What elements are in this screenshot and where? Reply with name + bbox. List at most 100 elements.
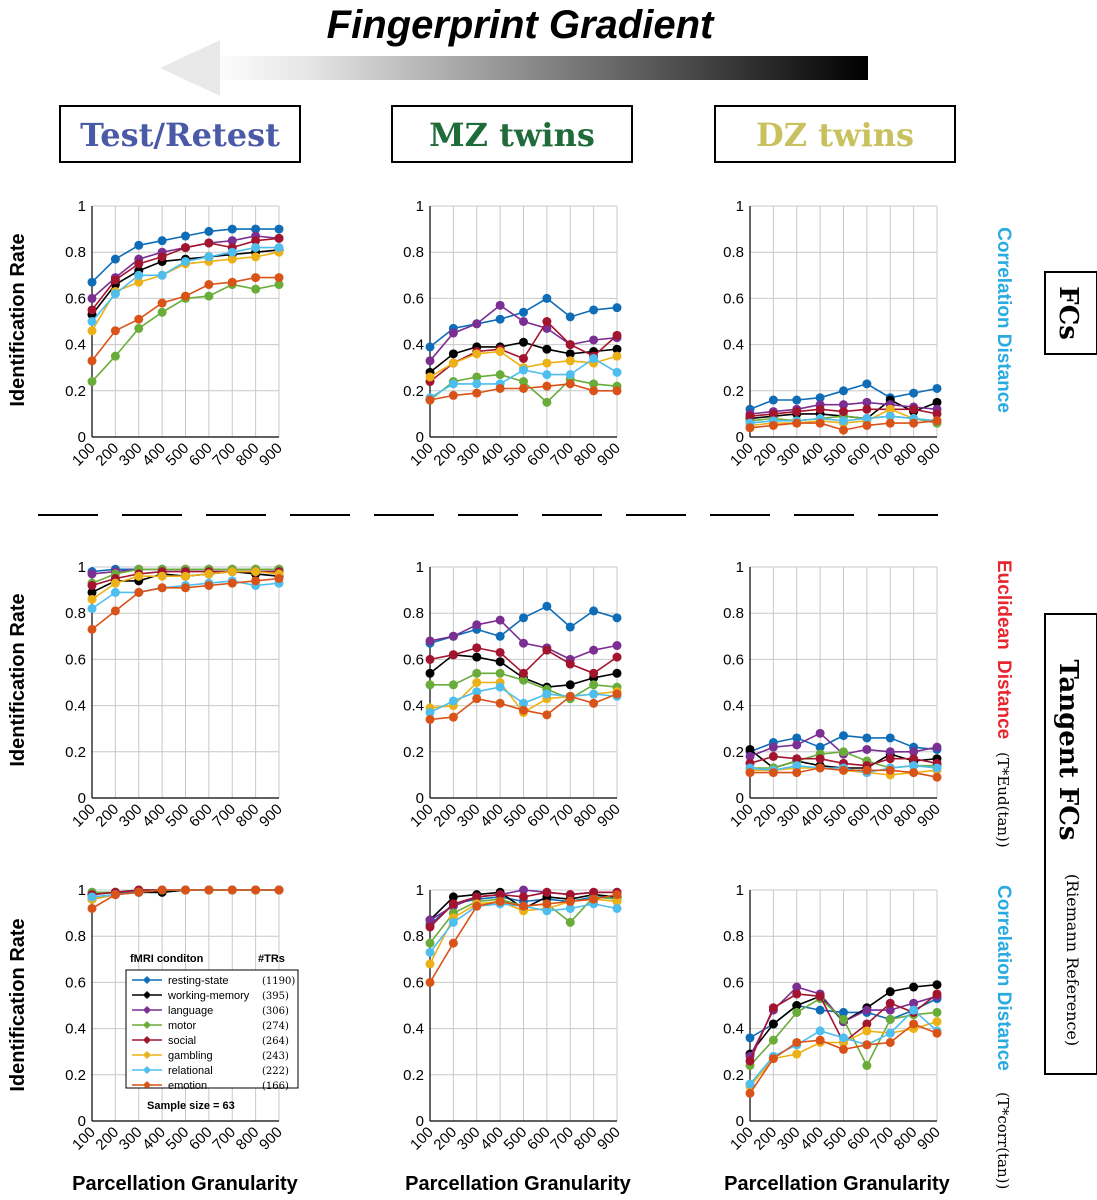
y-tick-label: 0.2 bbox=[723, 744, 744, 761]
data-point-motor bbox=[589, 680, 599, 690]
fcs-box: FCs bbox=[1044, 271, 1097, 355]
data-point-relational bbox=[885, 411, 895, 421]
y-tick-label: 0.2 bbox=[403, 383, 424, 400]
data-point-language bbox=[519, 638, 528, 648]
data-point-gambling bbox=[612, 897, 622, 907]
data-point-emotion bbox=[181, 291, 190, 301]
data-point-emotion bbox=[519, 901, 528, 911]
data-point-resting-state bbox=[909, 388, 919, 398]
y-tick-label: 0.6 bbox=[403, 974, 424, 991]
y-tick-label: 0.2 bbox=[723, 1067, 744, 1084]
data-point-motor bbox=[472, 372, 482, 382]
data-point-motor bbox=[932, 1007, 942, 1017]
data-point-relational bbox=[909, 761, 919, 771]
data-point-resting-state bbox=[862, 379, 872, 389]
data-point-emotion bbox=[87, 903, 97, 913]
data-point-resting-state bbox=[134, 240, 144, 250]
legend-trs: (306) bbox=[262, 1006, 289, 1017]
data-point-emotion bbox=[885, 418, 895, 428]
data-point-resting-state bbox=[768, 395, 778, 405]
data-point-resting-state bbox=[425, 342, 435, 352]
data-point-resting-state bbox=[542, 601, 552, 611]
data-point-emotion bbox=[862, 1040, 872, 1050]
data-point-emotion bbox=[472, 901, 482, 911]
data-point-language bbox=[495, 615, 505, 625]
data-point-emotion bbox=[181, 885, 190, 895]
data-point-emotion bbox=[495, 698, 505, 708]
column-header-dz-twins: DZ twins bbox=[714, 105, 956, 163]
data-point-social bbox=[792, 754, 802, 764]
legend-marker bbox=[144, 1082, 150, 1088]
data-point-social bbox=[839, 407, 848, 417]
data-point-emotion bbox=[589, 386, 599, 396]
data-point-social bbox=[448, 650, 458, 660]
legend-trs: (264) bbox=[262, 1036, 289, 1047]
x-tick-label: 900 bbox=[914, 1124, 944, 1154]
data-point-emotion bbox=[542, 710, 552, 720]
data-point-emotion bbox=[110, 606, 120, 616]
data-point-social bbox=[745, 1056, 755, 1066]
legend-box bbox=[125, 969, 299, 1089]
data-point-resting-state bbox=[589, 606, 599, 616]
data-point-working-memory bbox=[425, 668, 435, 678]
x-tick-label: 900 bbox=[594, 440, 624, 470]
legend-marker bbox=[144, 977, 150, 983]
series-emotion bbox=[425, 379, 622, 405]
y-tick-label: 0.2 bbox=[65, 1067, 86, 1084]
data-point-gambling bbox=[425, 372, 435, 382]
data-point-working-memory bbox=[745, 744, 755, 754]
data-point-emotion bbox=[274, 273, 284, 283]
legend-trs: (395) bbox=[262, 991, 289, 1002]
y-tick-label: 0.4 bbox=[65, 337, 86, 354]
panel-r2-c1: 00.20.40.60.8110020030040050060070080090… bbox=[65, 559, 286, 831]
data-point-relational bbox=[565, 903, 575, 913]
row1-correlation-distance-label: Correlation Distance bbox=[993, 227, 1014, 413]
data-point-resting-state bbox=[839, 1007, 848, 1017]
legend-entry-resting-state: resting-state (1190) bbox=[132, 975, 295, 987]
data-point-emotion bbox=[862, 420, 872, 430]
x-tick-label: 900 bbox=[914, 801, 944, 831]
data-point-social bbox=[792, 989, 802, 999]
data-point-social bbox=[519, 668, 528, 678]
data-point-relational bbox=[134, 270, 144, 280]
data-point-emotion bbox=[227, 277, 237, 287]
data-point-working-memory bbox=[495, 657, 505, 667]
data-point-motor bbox=[425, 680, 435, 690]
y-tick-label: 0.4 bbox=[723, 337, 744, 354]
data-point-emotion bbox=[815, 418, 825, 428]
data-point-social bbox=[251, 236, 261, 246]
data-point-emotion bbox=[612, 386, 622, 396]
riemann-reference-label: (Riemann Reference) bbox=[1063, 874, 1082, 1046]
data-point-emotion bbox=[425, 977, 435, 987]
column-title-dz-twins: DZ twins bbox=[756, 116, 914, 154]
y-tick-label: 0.8 bbox=[723, 928, 744, 945]
column-title-mz-twins: MZ twins bbox=[429, 116, 595, 154]
data-point-resting-state bbox=[815, 393, 825, 403]
series-resting-state bbox=[87, 224, 284, 287]
series-gambling bbox=[87, 567, 284, 604]
panel-r1-c3: 00.20.40.60.8110020030040050060070080090… bbox=[723, 198, 944, 470]
y-tick-label: 0.4 bbox=[723, 698, 744, 715]
data-point-emotion bbox=[612, 890, 622, 900]
data-point-social bbox=[909, 404, 919, 414]
data-point-relational bbox=[274, 243, 284, 253]
corr2-formula: (T*corr(tan)) bbox=[994, 1092, 1012, 1189]
legend-entry-social: social (264) bbox=[132, 1035, 289, 1047]
data-point-motor bbox=[495, 370, 505, 380]
y-tick-label: 0.4 bbox=[403, 337, 424, 354]
y-tick-label: 0.4 bbox=[403, 698, 424, 715]
data-point-emotion bbox=[885, 1037, 895, 1047]
data-point-resting-state bbox=[565, 622, 575, 632]
data-point-emotion bbox=[274, 885, 284, 895]
data-point-motor bbox=[519, 377, 528, 387]
data-point-social bbox=[589, 887, 599, 897]
legend-marker bbox=[144, 1037, 150, 1043]
data-point-emotion bbox=[839, 1044, 848, 1054]
data-point-working-memory bbox=[612, 668, 622, 678]
data-point-language bbox=[612, 641, 622, 651]
data-point-emotion bbox=[542, 899, 552, 909]
legend-entry-gambling: gambling (243) bbox=[132, 1050, 289, 1062]
y-tick-label: 0.2 bbox=[403, 1067, 424, 1084]
data-point-language bbox=[448, 328, 458, 338]
data-point-motor bbox=[885, 1014, 895, 1024]
